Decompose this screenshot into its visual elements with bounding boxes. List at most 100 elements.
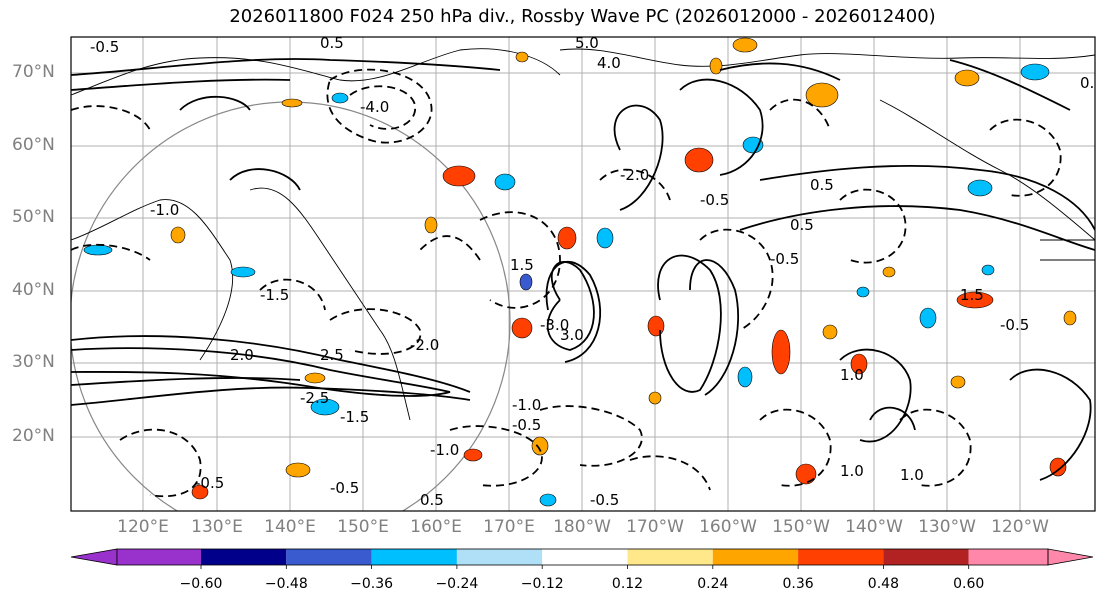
- colorbar-extend-max: [1047, 548, 1094, 566]
- lat-label: 40°N: [12, 280, 55, 300]
- divergence-blob: [463, 448, 483, 462]
- colorbar-tick-label: 0.48: [867, 576, 899, 592]
- contour-positive: [869, 406, 916, 431]
- lon-label: 130°E: [191, 517, 243, 537]
- contour-label: -2.0: [410, 336, 439, 354]
- colorbar-swatch: [798, 549, 884, 565]
- contour-negative: [599, 168, 671, 201]
- lat-label: 70°N: [12, 62, 55, 82]
- divergence-blob: [709, 57, 723, 75]
- contour-negative: [326, 68, 433, 144]
- contour-label: -0.5: [330, 479, 359, 497]
- colorbar-swatch: [968, 549, 1048, 565]
- contour-positive: [689, 259, 739, 396]
- contour-label: 3.0: [560, 326, 584, 344]
- contour-label: -0.5: [90, 38, 119, 56]
- divergence-blob: [596, 227, 614, 249]
- contour-label: 1.5: [960, 286, 984, 304]
- contour-label: 1.0: [840, 462, 864, 480]
- lon-label: 150°E: [337, 517, 389, 537]
- colorbar-swatch: [371, 549, 457, 565]
- contour-negative: [759, 408, 832, 487]
- divergence-blob: [304, 372, 326, 384]
- divergence-blob: [424, 216, 438, 234]
- contour-negative: [989, 118, 1062, 197]
- divergence-blob: [281, 98, 303, 108]
- colorbar-swatch: [117, 549, 201, 565]
- map-frame: [70, 36, 1096, 512]
- contour-label: -1.5: [260, 286, 289, 304]
- contour-label: -0.5: [770, 250, 799, 268]
- divergence-blob: [737, 366, 753, 388]
- contour-negative: [119, 428, 202, 498]
- colorbar-swatch: [712, 549, 799, 565]
- lat-label: 60°N: [12, 135, 55, 155]
- colorbar-tick-label: 0.60: [953, 576, 985, 592]
- map-title: 2026011800 F024 250 hPa div., Rossby Wav…: [229, 6, 936, 27]
- colorbar-frame: [116, 548, 1049, 566]
- divergence-blob: [531, 436, 549, 456]
- contour-negative: [71, 243, 151, 261]
- contour-positive: [71, 347, 451, 397]
- colorbar-tick-label: −0.12: [520, 576, 564, 592]
- contour-positive: [1009, 368, 1092, 481]
- divergence-blob: [1063, 310, 1077, 326]
- divergence-blob: [557, 226, 577, 250]
- divergence-blob: [882, 266, 896, 278]
- contours: [71, 58, 1095, 498]
- contour-negative: [629, 455, 711, 491]
- lon-label: 140°E: [264, 517, 316, 537]
- contour-positive: [839, 348, 912, 443]
- contour-label: -1.0: [150, 201, 179, 219]
- contour-positive: [545, 261, 602, 363]
- contour-positive: [719, 62, 841, 81]
- contour-label: -0.5: [512, 416, 541, 434]
- lon-label: 170°E: [483, 517, 535, 537]
- contour-label: -0.5: [700, 191, 729, 209]
- divergence-blob: [684, 147, 714, 173]
- divergence-blob: [230, 266, 256, 278]
- contour-negative: [769, 98, 831, 131]
- contour-positive: [613, 104, 664, 211]
- contour-positive: [739, 205, 1095, 251]
- lon-label: 150°W: [772, 517, 830, 537]
- contour-label: 5.0: [575, 34, 599, 52]
- divergence-blob: [950, 375, 966, 389]
- contour-label: 0.5: [790, 216, 814, 234]
- lat-label: 20°N: [12, 426, 55, 446]
- lon-label: 180°W: [553, 517, 611, 537]
- divergence-blob: [648, 391, 662, 405]
- contour-label: -0.5: [1000, 316, 1029, 334]
- contour-label: 1.5: [510, 256, 534, 274]
- contour-negative: [71, 105, 151, 131]
- divergence-blob: [822, 324, 838, 340]
- contour-label: 0.5: [420, 491, 444, 509]
- colorbar-swatch: [627, 549, 713, 565]
- colorbar-tick-label: −0.60: [179, 576, 223, 592]
- contour-positive: [229, 168, 301, 191]
- contour-label: -3.0: [540, 316, 569, 334]
- divergence-blob: [285, 462, 311, 478]
- contour-negative: [479, 211, 561, 309]
- contour-positive: [949, 59, 1071, 111]
- divergence-blob: [795, 463, 817, 485]
- contour-label: -2.0: [620, 166, 649, 184]
- colorbar-tick-label: −0.24: [435, 576, 479, 592]
- contour-positive: [679, 78, 764, 176]
- divergence-blob: [732, 37, 758, 53]
- lon-label: 140°W: [845, 517, 903, 537]
- divergence-blob: [191, 484, 209, 500]
- contour-negative: [259, 278, 326, 311]
- divergence-blob: [956, 291, 994, 309]
- divergence-blob: [967, 179, 993, 197]
- lat-label: 50°N: [12, 207, 55, 227]
- contour-positive: [657, 254, 722, 393]
- contour-labels: -0.5 0.5 -4.0 -2.0 -1.0 -1.5 5.0 4.0 -3.03.0 2.0 -…: [90, 34, 1095, 509]
- contour-negative: [899, 408, 972, 487]
- colorbar-swatch: [201, 549, 287, 565]
- lon-label: 170°W: [626, 517, 684, 537]
- contour-negative: [329, 308, 422, 355]
- contour-label: -1.5: [340, 408, 369, 426]
- colorbar-swatch: [883, 549, 969, 565]
